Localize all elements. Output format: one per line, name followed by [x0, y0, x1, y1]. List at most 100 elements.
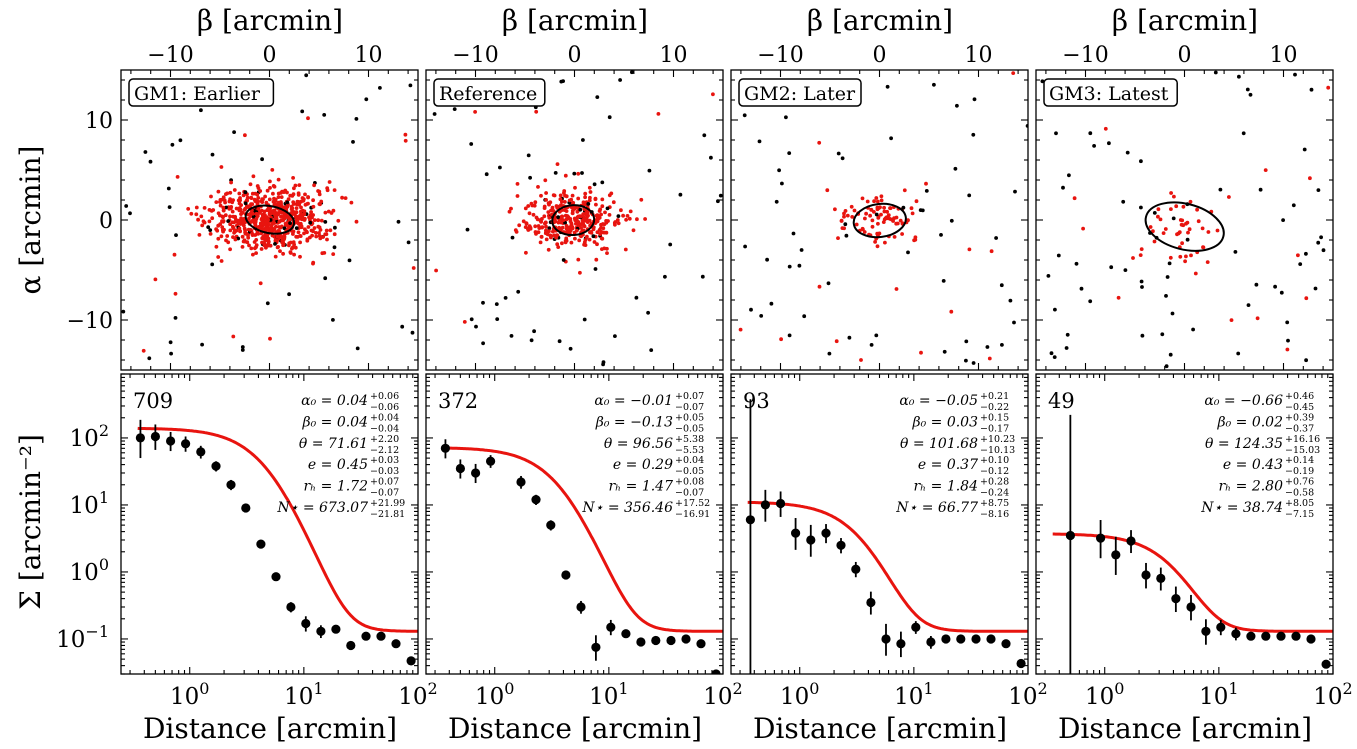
member-star	[884, 215, 889, 220]
data-point	[776, 498, 786, 509]
data-point	[576, 602, 586, 612]
field-star	[802, 314, 807, 319]
member-star	[267, 211, 272, 216]
member-star	[324, 228, 329, 233]
member-star	[602, 222, 607, 227]
model-curve	[442, 446, 723, 633]
field-star	[1125, 150, 1130, 155]
member-star	[779, 337, 783, 342]
field-star	[1313, 286, 1318, 291]
field-star	[232, 130, 237, 135]
member-star	[268, 186, 272, 190]
member-star	[885, 209, 889, 214]
left-tick-label: −10	[67, 309, 113, 334]
field-star	[844, 233, 849, 238]
member-star	[242, 223, 246, 228]
field-star	[716, 199, 720, 204]
field-star	[777, 168, 781, 173]
member-star	[552, 233, 557, 238]
member-star	[241, 239, 246, 244]
fit-param-upper: +2.20	[370, 434, 399, 445]
member-star	[863, 216, 867, 221]
panel-title-box: GM2: Later	[738, 78, 862, 107]
field-star	[826, 281, 831, 286]
field-star	[742, 113, 747, 118]
data-point	[241, 503, 251, 513]
member-star	[317, 231, 321, 235]
field-star	[1164, 364, 1169, 369]
member-star	[1189, 253, 1193, 258]
member-star	[294, 214, 298, 219]
member-star	[306, 116, 310, 121]
member-star	[250, 211, 255, 216]
bottom-axis-labels: Distance [arcmin] Distance [arcmin] Dist…	[143, 712, 1312, 745]
member-star	[605, 251, 609, 256]
member-star	[302, 209, 307, 214]
member-star	[325, 237, 329, 242]
profile-plot-area	[135, 419, 418, 666]
x-tick-label: 100	[475, 679, 514, 710]
field-star	[347, 258, 352, 263]
field-star	[1164, 294, 1168, 298]
member-star	[281, 251, 285, 256]
data-point	[1096, 533, 1106, 543]
member-star	[913, 237, 918, 242]
member-star	[547, 202, 551, 207]
scatter-points	[1040, 70, 1331, 369]
panel-title-box: GM1: Earlier	[128, 78, 275, 107]
field-star	[260, 157, 264, 162]
member-star	[949, 309, 954, 314]
field-star	[613, 334, 617, 338]
member-star	[621, 213, 625, 218]
member-star	[569, 221, 574, 226]
member-star	[576, 257, 581, 262]
field-star	[663, 274, 667, 279]
member-star	[277, 220, 282, 224]
member-star	[314, 234, 319, 239]
member-star	[544, 191, 548, 195]
member-star	[215, 228, 220, 233]
fit-param-upper: +0.06	[370, 391, 399, 402]
member-star	[186, 207, 191, 211]
data-point	[866, 597, 876, 608]
y-tick-label: 100	[70, 555, 109, 586]
member-star	[276, 195, 281, 200]
half-light-ellipse	[1144, 201, 1225, 252]
data-point	[666, 635, 676, 646]
fit-param-1: α₀ = 0.04	[301, 393, 368, 409]
member-star	[521, 219, 526, 224]
field-star	[240, 348, 245, 352]
fit-param-upper: +0.21	[980, 391, 1009, 402]
fit-param-lower: −0.58	[1285, 488, 1314, 499]
member-star	[872, 199, 876, 204]
field-star	[503, 296, 508, 300]
field-star	[1165, 275, 1170, 279]
member-star	[141, 348, 146, 353]
member-star	[281, 242, 286, 247]
field-star	[797, 263, 802, 268]
member-star	[581, 220, 585, 225]
panel-title-box: GM3: Latest	[1043, 78, 1178, 107]
member-star	[576, 196, 581, 201]
top-axis-label-2: β [arcmin]	[502, 4, 648, 37]
member-star	[894, 221, 899, 226]
field-star	[1309, 87, 1314, 92]
panel-title-box: Reference	[433, 78, 546, 107]
field-star	[484, 172, 489, 177]
field-star	[765, 257, 769, 262]
top-tick-label: 0	[568, 43, 582, 68]
member-star	[294, 206, 299, 211]
member-star	[605, 246, 609, 251]
member-star	[240, 245, 245, 249]
member-star	[228, 190, 233, 195]
member-star	[318, 228, 323, 232]
member-star	[214, 244, 219, 249]
star-count-label: 372	[438, 389, 478, 413]
member-star	[523, 206, 528, 211]
axis-ticks	[121, 373, 419, 675]
member-star	[298, 254, 302, 259]
member-star	[238, 229, 243, 234]
top-tick-label: 10	[660, 43, 688, 68]
field-star	[791, 231, 796, 236]
member-star	[243, 133, 247, 138]
